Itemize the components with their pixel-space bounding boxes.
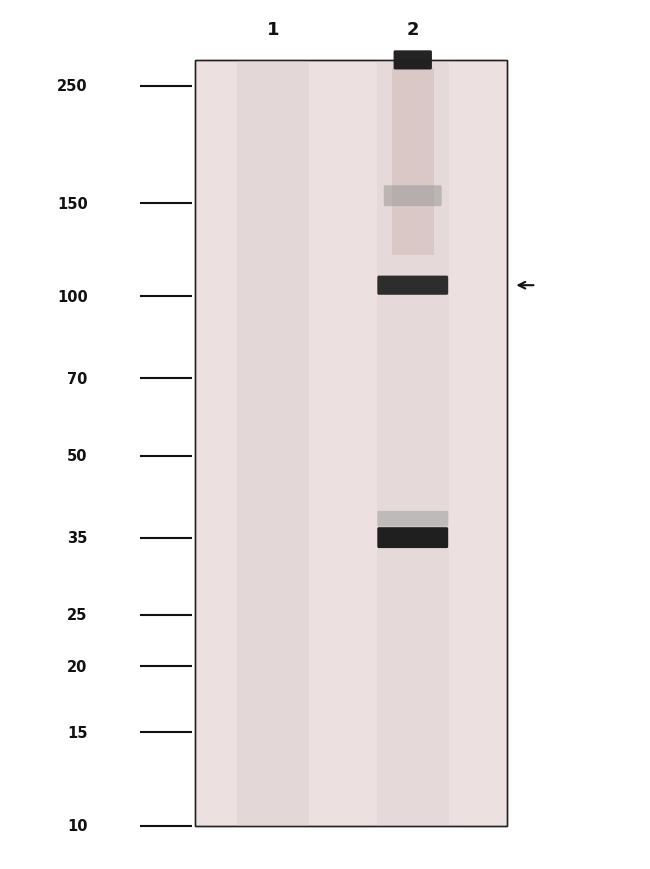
Text: 50: 50	[67, 448, 88, 464]
Text: 15: 15	[67, 725, 88, 740]
Bar	[195, 61, 507, 826]
FancyBboxPatch shape	[377, 511, 448, 527]
Text: 1: 1	[266, 22, 280, 39]
Text: 150: 150	[57, 196, 88, 211]
Bar	[195, 61, 507, 826]
Text: 25: 25	[68, 607, 88, 623]
Text: 10: 10	[67, 818, 88, 833]
FancyBboxPatch shape	[384, 186, 442, 207]
Text: 35: 35	[68, 531, 88, 546]
FancyBboxPatch shape	[377, 276, 448, 295]
Text: 100: 100	[57, 289, 88, 304]
Bar	[377, 61, 448, 826]
Text: 2: 2	[406, 22, 419, 39]
FancyBboxPatch shape	[377, 527, 448, 548]
Text: 70: 70	[68, 371, 88, 387]
Bar	[391, 70, 434, 255]
FancyBboxPatch shape	[394, 51, 432, 70]
Text: 250: 250	[57, 79, 88, 94]
Bar	[237, 61, 309, 826]
Text: 20: 20	[68, 659, 88, 674]
